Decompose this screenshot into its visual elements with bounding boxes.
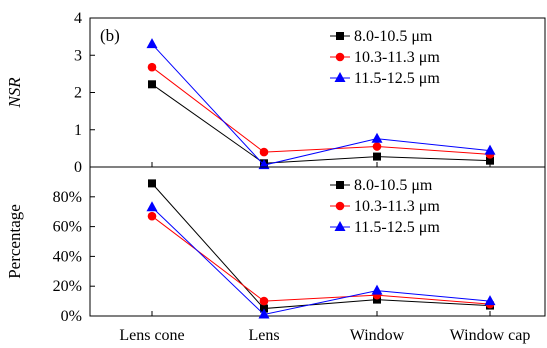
y-axis-label: Percentage [5, 204, 24, 279]
y-tick-label: 60% [53, 219, 82, 236]
panel-annotation: (b) [100, 26, 120, 45]
data-point [146, 38, 158, 49]
data-point [259, 147, 269, 157]
series-line-2 [151, 215, 491, 305]
data-point [146, 201, 158, 212]
legend-label: 8.0-10.5 μm [354, 28, 433, 45]
y-tick-label: 3 [74, 47, 82, 64]
panel-1: 0 1 2 3 4 NSR (b) 8.0-10.5 μm 10.3-11.3 μm 11.5-1… [5, 10, 546, 176]
data-point [147, 62, 157, 72]
legend-label: 10.3-11.3 μm [354, 49, 440, 66]
plot-frame [89, 166, 546, 317]
legend-marker [336, 181, 344, 189]
legend-label: 8.0-10.5 μm [354, 177, 433, 194]
data-point [371, 284, 383, 295]
legend-marker [334, 72, 346, 82]
data-point [148, 179, 156, 188]
y-tick-label: 4 [74, 10, 82, 27]
data-point [147, 211, 157, 221]
y-tick-label: 40% [53, 248, 82, 265]
data-point [258, 308, 270, 319]
data-point [486, 156, 494, 165]
y-tick-label: 80% [53, 189, 82, 206]
series-line-3 [151, 43, 491, 166]
data-point [484, 295, 496, 306]
x-tick-label: Lens cone [119, 327, 184, 344]
legend-marker [334, 221, 346, 231]
y-tick-label: 0% [61, 308, 82, 325]
panel-2: 0% 20% 40% 60% 80% Percentage 8.0-10.5 μm 10.3-… [5, 166, 546, 344]
plot-frame [89, 17, 546, 168]
legend-label: 11.5-12.5 μm [354, 70, 440, 87]
series-line-1 [151, 83, 491, 164]
legend-label: 10.3-11.3 μm [354, 198, 440, 215]
data-point [148, 80, 156, 89]
data-point [372, 142, 382, 151]
series-line-3 [151, 206, 491, 316]
data-point [373, 152, 381, 161]
legend-label: 11.5-12.5 μm [354, 219, 440, 236]
series-line-2 [151, 66, 491, 155]
y-tick-label: 2 [74, 85, 82, 102]
y-axis-label: NSR [5, 77, 24, 109]
data-point [484, 144, 496, 155]
legend-marker [336, 32, 344, 40]
x-tick-label: Window [350, 327, 405, 344]
y-tick-label: 20% [53, 278, 82, 295]
data-point [371, 132, 383, 143]
legend-marker [335, 201, 345, 211]
y-tick-label: 1 [74, 122, 82, 139]
data-point [373, 295, 381, 304]
legend-marker [335, 52, 345, 62]
y-tick-label: 0 [74, 159, 82, 176]
x-tick-label: Window cap [450, 327, 531, 344]
data-point [259, 296, 269, 306]
series-line-1 [151, 183, 491, 310]
x-tick-label: Lens [248, 327, 279, 344]
